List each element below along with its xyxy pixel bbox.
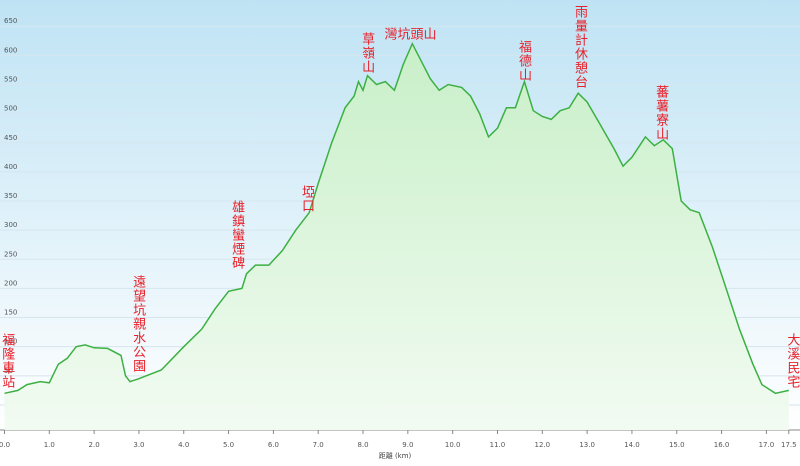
annotation: 福隆車站	[0, 333, 15, 389]
y-tick-label: 100	[4, 338, 17, 346]
annotation: 雨量計休憩台	[572, 5, 588, 89]
y-tick-label: 400	[4, 163, 17, 171]
annotation: 草嶺山	[359, 32, 375, 74]
y-tick-label: 550	[4, 75, 17, 83]
y-tick-label: 450	[4, 134, 17, 142]
x-tick-label: 17.0	[759, 441, 775, 449]
y-tick-label: 50	[4, 367, 13, 375]
x-tick-label: 6.0	[268, 441, 279, 449]
annotation: 福德山	[516, 40, 532, 82]
annotation: 蕃薯寮山	[653, 85, 669, 141]
x-tick-label: 4.0	[178, 441, 189, 449]
x-axis-label: 距離 (km)	[379, 451, 412, 460]
x-tick-label: 15.0	[669, 441, 685, 449]
x-tick-label: 13.0	[579, 441, 595, 449]
x-tick-label: 1.0	[44, 441, 55, 449]
x-tick-label: 2.0	[89, 441, 100, 449]
x-tick-label: 14.0	[624, 441, 640, 449]
x-tick-label: 12.0	[535, 441, 551, 449]
y-tick-label: 250	[4, 250, 17, 258]
x-tick-label: 11.0	[490, 441, 506, 449]
x-tick-label: 8.0	[357, 441, 368, 449]
y-tick-label: 500	[4, 105, 17, 113]
y-tick-label: 150	[4, 309, 17, 317]
x-tick-label: 5.0	[223, 441, 234, 449]
annotation: 遠望坑親水公園	[130, 275, 146, 373]
y-tick-label: 650	[4, 17, 17, 25]
x-tick-label: 3.0	[133, 441, 144, 449]
y-tick-label: 600	[4, 46, 17, 54]
annotation: 大溪民宅	[784, 333, 800, 389]
annotation: 埡口	[299, 185, 315, 213]
elevation-line	[4, 41, 789, 395]
area-fill	[4, 43, 789, 430]
x-tick-label: 17.5	[781, 441, 797, 449]
x-tick-label: 9.0	[402, 441, 413, 449]
x-tick-label: 0.0	[0, 441, 10, 449]
y-tick-label: 300	[4, 221, 17, 229]
annotation: 雄鎮蠻煙碑	[229, 200, 245, 270]
y-tick-label: 350	[4, 192, 17, 200]
x-tick-label: 16.0	[714, 441, 730, 449]
x-tick-label: 10.0	[445, 441, 461, 449]
x-tick-label: 7.0	[313, 441, 324, 449]
y-tick-label: 200	[4, 279, 17, 287]
annotation: 灣坑頭山	[385, 27, 437, 42]
